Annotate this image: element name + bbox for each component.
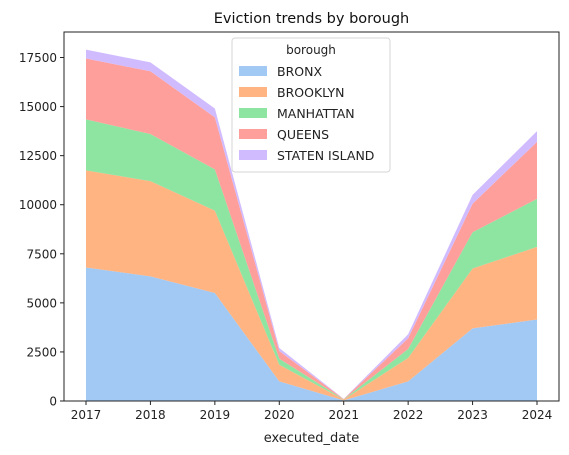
legend-title: borough (286, 43, 336, 57)
x-tick-label: 2018 (135, 408, 166, 422)
y-tick-label: 2500 (26, 345, 57, 359)
y-axis: 0 2500 5000 7500 10000 12500 15000 17500 (19, 51, 64, 409)
y-tick-label: 10000 (19, 198, 57, 212)
legend-items: BRONX BROOKLYN MANHATTAN QUEENS STATEN ISLAN… (239, 64, 374, 163)
legend-label-manhattan: MANHATTAN (277, 106, 355, 121)
area-brooklyn (86, 170, 537, 401)
legend-swatch-queens (239, 129, 267, 139)
plot-frame (63, 31, 560, 402)
y-tick-label: 17500 (19, 51, 57, 65)
legend-label-queens: QUEENS (277, 127, 329, 142)
area-queens (86, 58, 537, 400)
x-axis: 2017 2018 2019 2020 2021 2022 2023 2024 (71, 401, 553, 422)
chart-title: Eviction trends by borough (214, 11, 410, 27)
area-bronx (86, 267, 537, 401)
y-tick-label: 0 (49, 395, 57, 409)
y-tick-label: 15000 (19, 100, 57, 114)
x-tick-label: 2020 (264, 408, 295, 422)
legend: borough BRONX BROOKLYN MANHATTAN QUEENS STAT… (231, 37, 391, 173)
legend-label-brooklyn: BROOKLYN (277, 85, 344, 100)
area-series-group (86, 49, 537, 401)
legend-label-staten-island: STATEN ISLAND (277, 148, 374, 163)
legend-swatch-bronx (239, 66, 267, 76)
y-tick-label: 5000 (26, 296, 57, 310)
legend-swatch-manhattan (239, 108, 267, 118)
x-tick-label: 2024 (522, 408, 553, 422)
legend-swatch-staten-island (239, 150, 267, 160)
x-tick-label: 2017 (71, 408, 102, 422)
x-tick-label: 2021 (328, 408, 359, 422)
y-tick-label: 7500 (26, 247, 57, 261)
x-tick-label: 2022 (393, 408, 424, 422)
x-axis-title: executed_date (264, 431, 360, 446)
y-tick-label: 12500 (19, 149, 57, 163)
area-manhattan (86, 119, 537, 400)
x-tick-label: 2023 (457, 408, 488, 422)
legend-box (231, 37, 391, 173)
legend-label-bronx: BRONX (277, 64, 322, 79)
x-tick-label: 2019 (200, 408, 231, 422)
legend-swatch-brooklyn (239, 87, 267, 97)
